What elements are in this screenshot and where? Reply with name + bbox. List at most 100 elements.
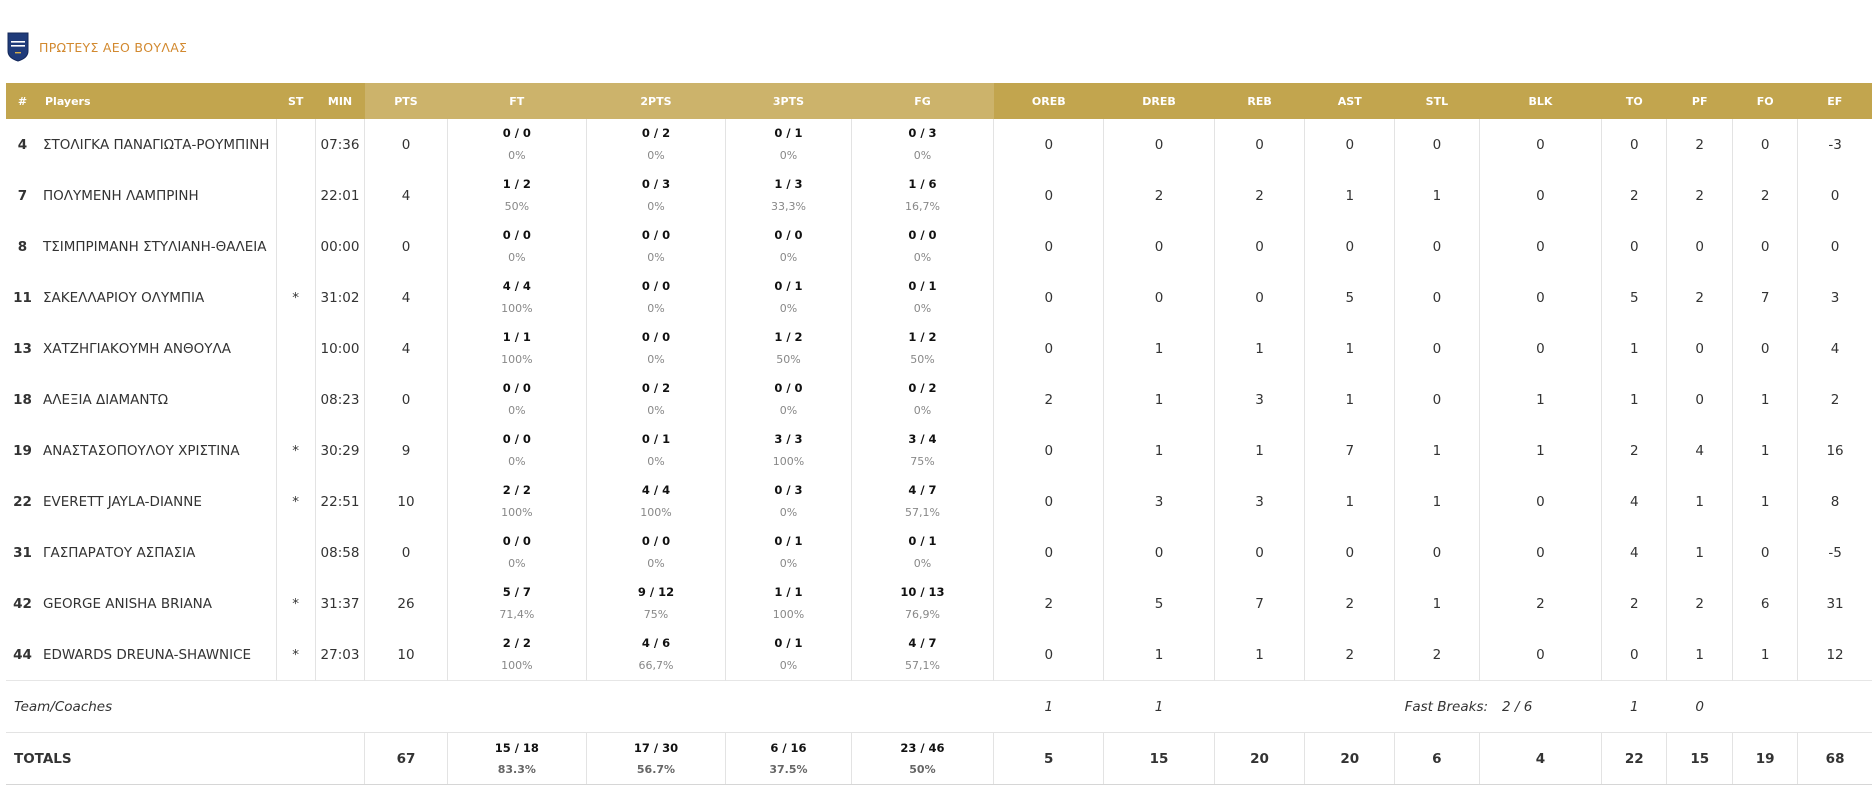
three-pt-cell: 0 / 1 0% bbox=[725, 272, 852, 323]
totals-two-pt-cell-made: 17 / 30 bbox=[633, 740, 679, 755]
dreb-cell: 0 bbox=[1103, 119, 1215, 170]
totals-points-cell: 67 bbox=[364, 732, 448, 785]
column-header-ast[interactable]: AST bbox=[1304, 83, 1395, 119]
column-header-to[interactable]: TO bbox=[1601, 83, 1667, 119]
fg-cell: 0 / 1 0% bbox=[850, 527, 994, 578]
column-header-ft[interactable]: FT bbox=[447, 83, 587, 119]
oreb-cell: 0 bbox=[993, 272, 1104, 323]
jersey-number: 31 bbox=[13, 544, 32, 561]
jersey-number: 7 bbox=[17, 187, 28, 204]
column-header-oreb[interactable]: OREB bbox=[993, 83, 1104, 119]
ft-cell: 2 / 2 100% bbox=[446, 476, 587, 527]
oreb-cell: 2 bbox=[993, 374, 1104, 425]
two-pt-cell-pct: 0% bbox=[647, 149, 665, 162]
oreb-cell: 0 bbox=[993, 629, 1104, 681]
blk-cell: 0 bbox=[1478, 119, 1602, 170]
dreb-cell: 1 bbox=[1103, 374, 1215, 425]
player-name-link[interactable]: EDWARDS DREUNA-SHAWNICE bbox=[42, 646, 252, 663]
reb-cell: 0 bbox=[1213, 119, 1305, 170]
team-fo-cell bbox=[1732, 680, 1798, 733]
ft-cell-pct: 0% bbox=[508, 404, 526, 417]
column-header-blk[interactable]: BLK bbox=[1479, 83, 1602, 119]
ast-cell: 5 bbox=[1304, 272, 1395, 323]
column-header-pf[interactable]: PF bbox=[1666, 83, 1733, 119]
column-header-pts[interactable]: PTS bbox=[364, 83, 448, 119]
fg-cell-made: 0 / 3 bbox=[908, 126, 937, 140]
jersey-number: 4 bbox=[17, 136, 28, 153]
column-header-players[interactable]: Players bbox=[38, 83, 277, 119]
player-name-link[interactable]: ΑΝΑΣΤΑΣΟΠΟΥΛΟΥ ΧΡΙΣΤΙΝΑ bbox=[42, 442, 240, 459]
player-row: 31 ΓΑΣΠΑΡΑΤΟΥ ΑΣΠΑΣΙΑ 08:58 0 0 / 0 0% 0 / 0 0%… bbox=[6, 527, 1872, 578]
fg-cell-made: 0 / 1 bbox=[908, 534, 937, 548]
ft-cell: 0 / 0 0% bbox=[446, 527, 587, 578]
totals-oreb-cell: 5 bbox=[993, 732, 1104, 785]
reb-cell: 7 bbox=[1213, 578, 1305, 629]
pf-cell: 4 bbox=[1666, 425, 1733, 476]
fg-cell-pct: 0% bbox=[913, 251, 932, 264]
ast-cell: 0 bbox=[1304, 119, 1395, 170]
totals-dreb-cell: 15 bbox=[1103, 732, 1215, 785]
player-name-link[interactable]: ΑΛΕΞΙΑ ΔΙΑΜΑΝΤΩ bbox=[42, 391, 169, 408]
blk-cell: 0 bbox=[1478, 476, 1602, 527]
column-header-ef[interactable]: EF bbox=[1797, 83, 1872, 119]
player-name-link[interactable]: EVERETT JAYLA-DIANNE bbox=[42, 493, 202, 510]
stl-cell: 1 bbox=[1394, 170, 1480, 221]
pf-cell: 2 bbox=[1666, 272, 1733, 323]
player-name-link[interactable]: ΠΟΛΥΜΕΝΗ ΛΑΜΠΡΙΝΗ bbox=[42, 187, 199, 204]
ef-cell: 0 bbox=[1797, 170, 1872, 221]
column-header-dreb[interactable]: DREB bbox=[1103, 83, 1215, 119]
blk-cell: 0 bbox=[1478, 170, 1602, 221]
fg-cell: 1 / 6 16,7% bbox=[850, 170, 994, 221]
column-header-stl[interactable]: STL bbox=[1394, 83, 1480, 119]
oreb-cell: 0 bbox=[993, 221, 1104, 272]
two-pt-cell: 0 / 3 0% bbox=[585, 170, 726, 221]
column-header-fo[interactable]: FO bbox=[1732, 83, 1798, 119]
player-name-link[interactable]: ΓΑΣΠΑΡΑΤΟΥ ΑΣΠΑΣΙΑ bbox=[42, 544, 196, 561]
two-pt-cell: 4 / 6 66,7% bbox=[585, 629, 726, 681]
ft-cell-made: 0 / 0 bbox=[502, 228, 531, 242]
ft-cell-pct: 0% bbox=[508, 557, 526, 570]
stl-cell: 0 bbox=[1394, 119, 1480, 170]
fg-cell-made: 4 / 7 bbox=[908, 483, 937, 497]
dreb-cell: 0 bbox=[1103, 527, 1215, 578]
stl-cell: 0 bbox=[1394, 374, 1480, 425]
two-pt-cell-made: 9 / 12 bbox=[637, 585, 675, 599]
jersey-number: 44 bbox=[13, 646, 32, 663]
two-pt-cell-made: 0 / 1 bbox=[641, 432, 671, 446]
player-name-link[interactable]: ΤΣΙΜΠΡΙΜΑΝΗ ΣΤΥΛΙΑΝΗ-ΘΑΛΕΙΑ bbox=[42, 238, 267, 255]
pf-cell: 1 bbox=[1666, 629, 1733, 681]
to-cell: 5 bbox=[1601, 272, 1667, 323]
column-header-min[interactable]: MIN bbox=[315, 83, 365, 119]
player-name-link[interactable]: ΣΑΚΕΛΛΑΡΙΟΥ ΟΛΥΜΠΙΑ bbox=[42, 289, 205, 306]
pf-cell: 2 bbox=[1666, 119, 1733, 170]
minutes-cell: 22:01 bbox=[314, 170, 365, 221]
two-pt-cell-pct: 0% bbox=[647, 251, 665, 264]
team-dreb-cell: 1 bbox=[1103, 680, 1215, 733]
fg-cell-pct: 57,1% bbox=[904, 659, 940, 672]
column-header-fg[interactable]: FG bbox=[851, 83, 994, 119]
stl-cell: 0 bbox=[1394, 272, 1480, 323]
player-name-link[interactable]: ΣΤΟΛΙΓΚΑ ΠΑΝΑΓΙΩΤΑ-ΡΟΥΜΠΙΝΗ bbox=[42, 136, 270, 153]
column-header-3pts[interactable]: 3PTS bbox=[725, 83, 852, 119]
two-pt-cell: 0 / 2 0% bbox=[585, 119, 726, 170]
totals-ast-cell: 20 bbox=[1304, 732, 1395, 785]
column-header-2pts[interactable]: 2PTS bbox=[586, 83, 726, 119]
minutes-cell: 08:58 bbox=[314, 527, 365, 578]
two-pt-cell-made: 0 / 0 bbox=[641, 279, 671, 293]
player-name-link[interactable]: GEORGE ANISHA BRIANA bbox=[42, 595, 213, 612]
column-header-st[interactable]: ST bbox=[276, 83, 316, 119]
column-header-num[interactable]: # bbox=[6, 83, 39, 119]
starter-marker: * bbox=[275, 578, 316, 629]
ef-cell: 3 bbox=[1797, 272, 1872, 323]
two-pt-cell: 0 / 1 0% bbox=[585, 425, 726, 476]
ft-cell: 2 / 2 100% bbox=[446, 629, 587, 681]
team-name[interactable]: ΠΡΩΤΕΥΣ ΑΕΟ ΒΟΥΛΑΣ bbox=[39, 39, 188, 55]
jersey-number: 42 bbox=[13, 595, 32, 612]
dreb-cell: 3 bbox=[1103, 476, 1215, 527]
fg-cell-made: 0 / 0 bbox=[908, 228, 937, 242]
column-header-reb[interactable]: REB bbox=[1214, 83, 1305, 119]
totals-reb-cell: 20 bbox=[1213, 732, 1305, 785]
totals-ft-cell-pct: 83.3% bbox=[497, 762, 536, 776]
player-name-link[interactable]: ΧΑΤΖΗΓΙΑΚΟΥΜΗ ΑΝΘΟΥΛΑ bbox=[42, 340, 231, 357]
